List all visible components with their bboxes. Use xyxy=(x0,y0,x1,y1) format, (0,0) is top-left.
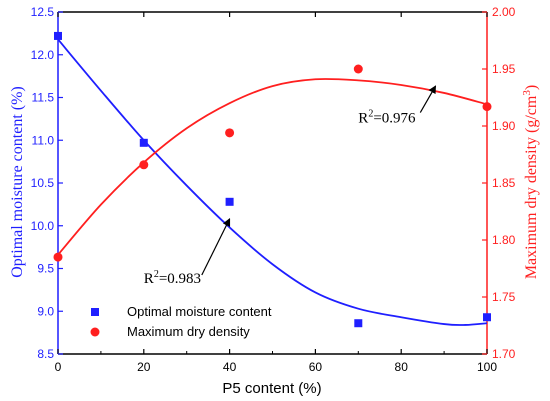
right-y-tick-label: 1.85 xyxy=(492,176,516,190)
left-y-tick-label: 12.5 xyxy=(31,5,55,19)
r2-moisture-label-base: R xyxy=(144,271,154,287)
r2-moisture-label-rest: =0.983 xyxy=(159,271,201,287)
right-y-tick-label: 1.90 xyxy=(492,119,516,133)
density-fit-curve xyxy=(57,78,488,256)
moisture-point xyxy=(483,313,491,322)
left-y-tick-label: 9.0 xyxy=(37,304,54,318)
density-point xyxy=(225,128,235,138)
r2-moisture-label-sup: 2 xyxy=(154,269,159,280)
data-points xyxy=(53,31,492,328)
legend: Optimal moisture content Maximum dry dens… xyxy=(90,304,272,339)
left-y-tick-label: 8.5 xyxy=(37,347,54,361)
x-tick-label: 20 xyxy=(137,360,151,374)
right-y-axis: 1.70 1.75 1.80 1.85 1.90 1.95 2.00 xyxy=(482,5,516,361)
r2-moisture-label: R2=0.983 xyxy=(144,269,201,287)
density-point xyxy=(139,160,149,170)
x-axis-title: P5 content (%) xyxy=(222,380,321,397)
right-y-tick-label: 1.80 xyxy=(492,233,516,247)
left-y-tick-label: 12.0 xyxy=(31,48,55,62)
x-tick-label: 60 xyxy=(309,360,323,374)
x-axis: 0 20 40 60 80 100 xyxy=(55,12,497,374)
r2-density-label: R2=0.976 xyxy=(358,109,416,127)
right-y-tick-label: 1.70 xyxy=(492,347,516,361)
x-tick-label: 40 xyxy=(223,360,237,374)
moisture-point xyxy=(139,138,148,147)
left-y-axis-title: Optimal moisture content (%) xyxy=(9,86,26,278)
r2-density-label-sup: 2 xyxy=(368,109,373,120)
fit-curves xyxy=(57,38,488,326)
x-tick-label: 80 xyxy=(395,360,409,374)
right-y-tick-label: 2.00 xyxy=(492,5,516,19)
right-y-axis-title: Maximum dry density (g/cm3) xyxy=(521,85,540,279)
moisture-fit-curve xyxy=(57,38,488,326)
r2-density-arrow xyxy=(419,85,437,113)
r2-density-label-base: R xyxy=(358,111,368,127)
legend-label-moisture: Optimal moisture content xyxy=(127,304,272,319)
legend-marker-moisture xyxy=(91,308,99,316)
left-y-axis: 8.5 9.0 9.5 10.0 10.5 11.0 11.5 12.0 12.5 xyxy=(31,5,63,361)
right-y-tick-label: 1.95 xyxy=(492,62,516,76)
legend-label-density: Maximum dry density xyxy=(127,324,250,339)
density-point xyxy=(353,64,363,74)
x-tick-label: 100 xyxy=(477,360,497,374)
density-point xyxy=(53,252,63,262)
legend-marker-density xyxy=(90,327,100,337)
right-y-axis-title-close: ) xyxy=(523,85,540,90)
right-y-axis-title-main: Maximum dry density (g/cm xyxy=(523,95,540,279)
left-y-tick-label: 11.5 xyxy=(32,91,55,105)
right-y-tick-label: 1.75 xyxy=(492,290,516,304)
moisture-point xyxy=(354,319,363,328)
density-point xyxy=(482,102,492,112)
left-y-tick-label: 10.5 xyxy=(31,176,55,190)
moisture-point xyxy=(54,31,62,40)
r2-moisture-arrow xyxy=(201,218,231,276)
right-y-axis-title-sup: 3 xyxy=(521,90,533,96)
left-y-tick-label: 11.0 xyxy=(32,133,55,147)
x-tick-label: 0 xyxy=(55,360,62,374)
moisture-point xyxy=(225,197,234,206)
r2-density-label-rest: =0.976 xyxy=(373,111,416,127)
left-y-tick-label: 10.0 xyxy=(31,219,55,233)
left-y-tick-label: 9.5 xyxy=(37,262,54,276)
